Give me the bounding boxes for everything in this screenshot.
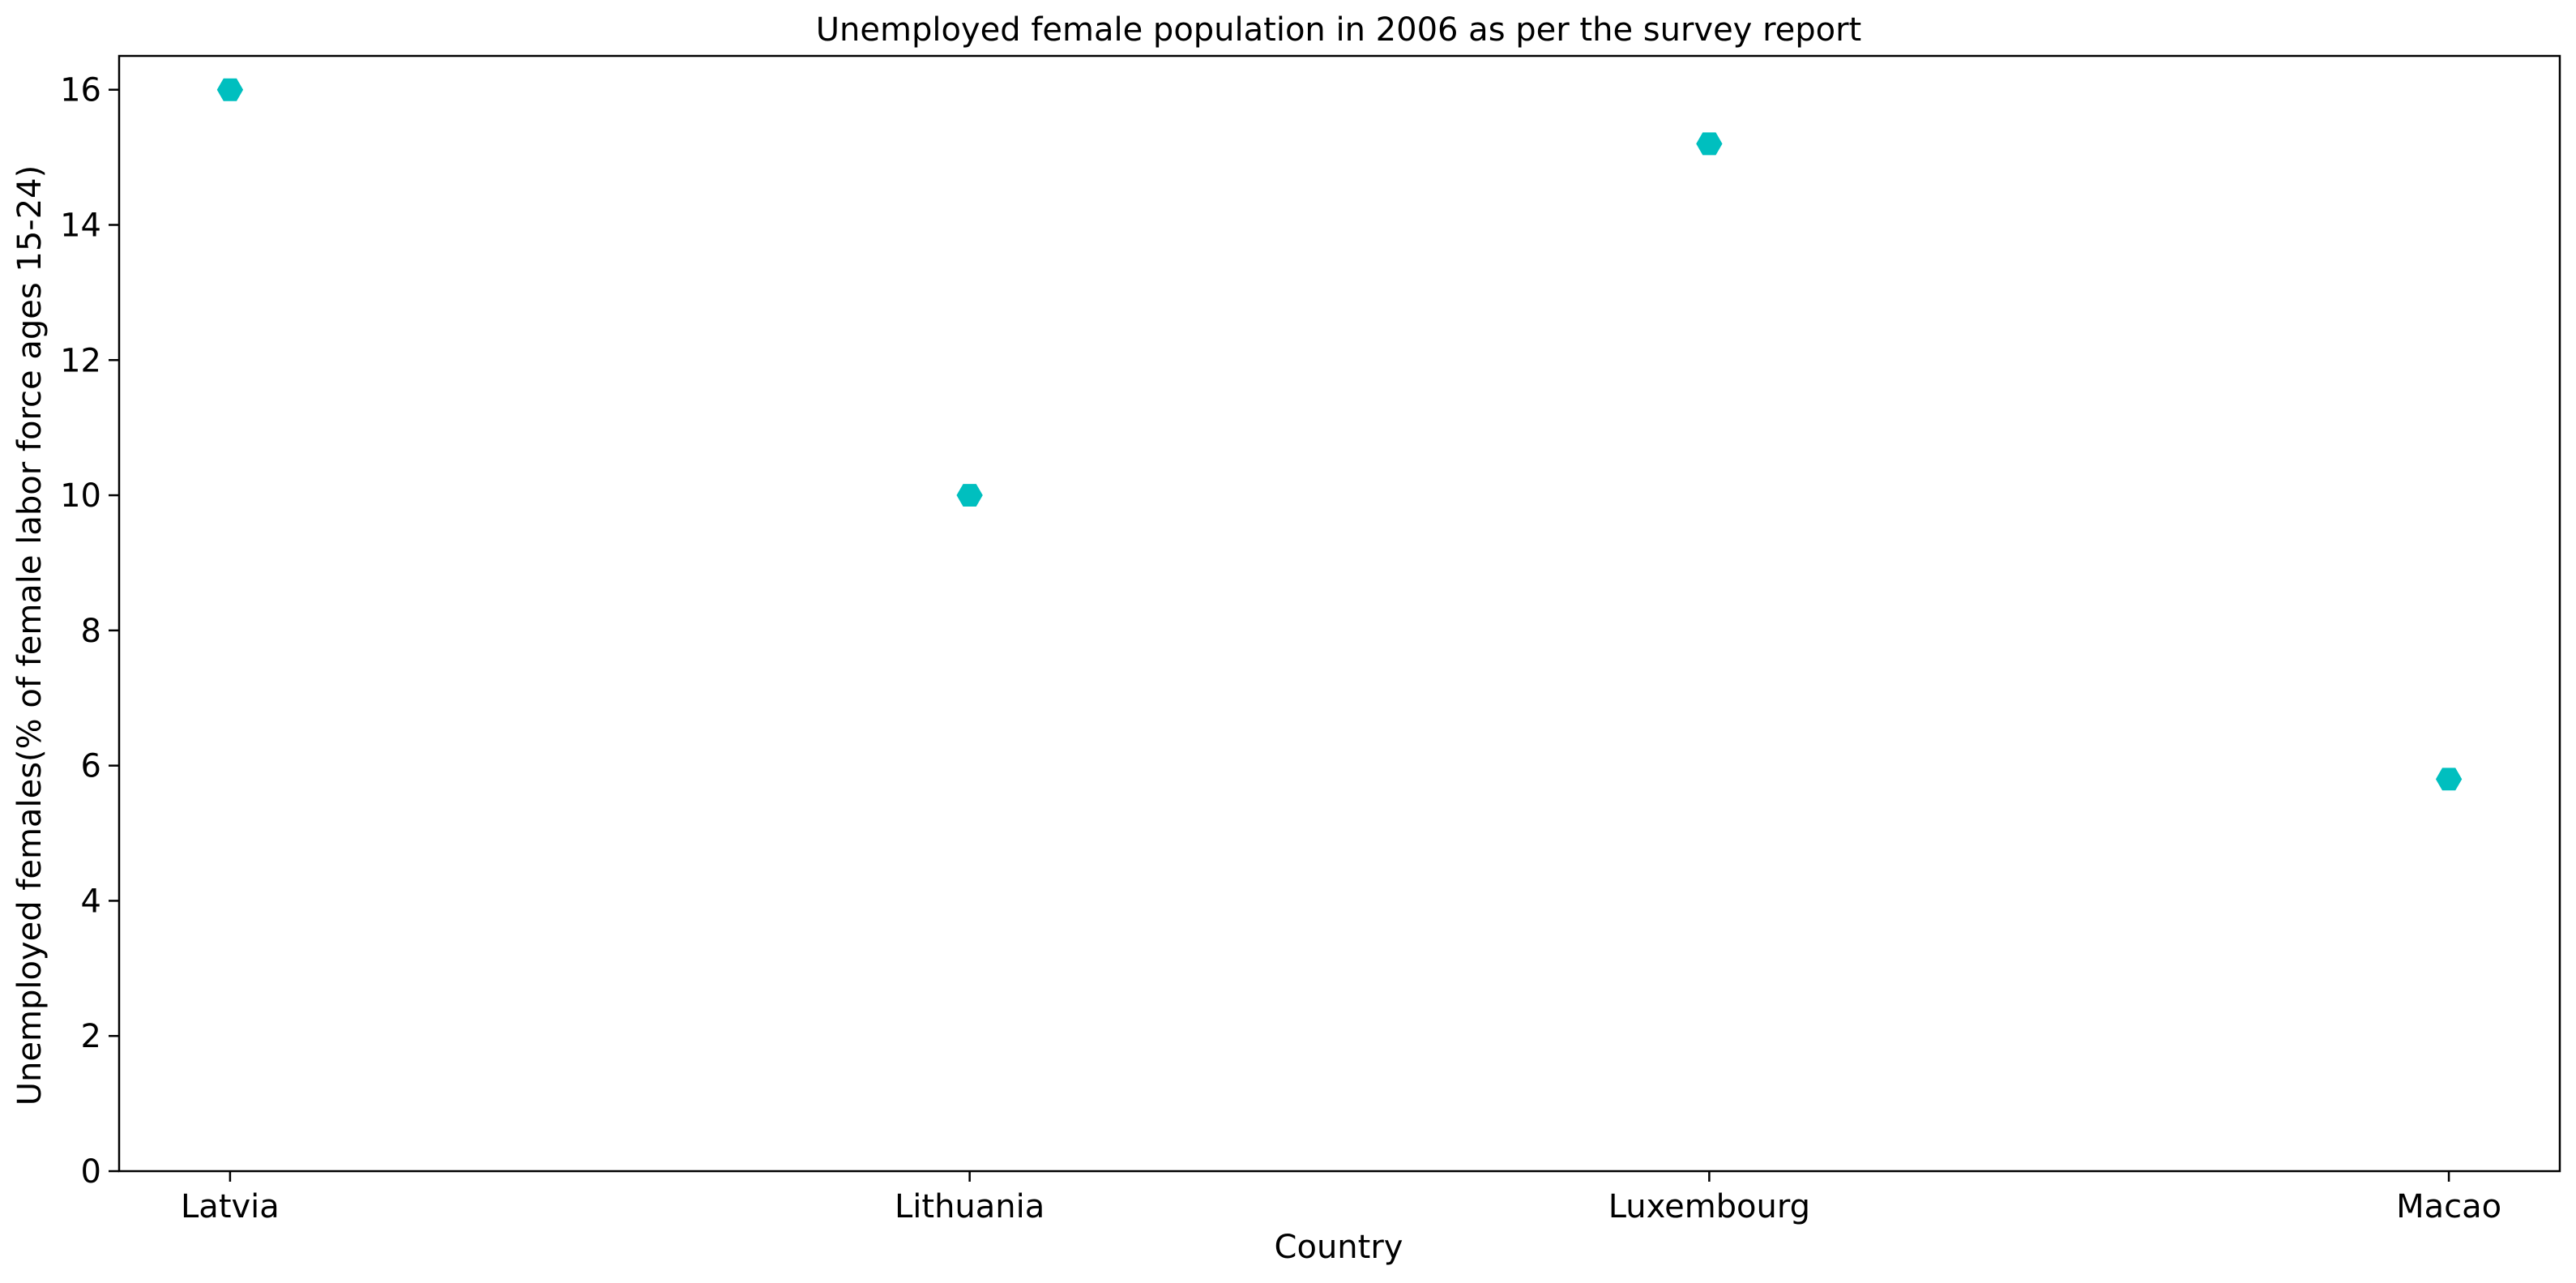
data-point-lithuania (956, 484, 983, 507)
y-tick-label: 16 (60, 72, 101, 109)
x-tick-label-lithuania: Lithuania (895, 1188, 1044, 1225)
y-tick-label: 0 (81, 1153, 101, 1191)
y-tick-label: 10 (60, 477, 101, 515)
y-tick-label: 4 (81, 883, 101, 920)
data-points (216, 78, 2463, 791)
y-tick-label: 6 (81, 748, 101, 785)
plot-area-frame (117, 54, 2561, 1173)
y-tick-label: 2 (81, 1018, 101, 1055)
x-axis-label: Country (1275, 1229, 1403, 1266)
y-tick-label: 12 (60, 342, 101, 379)
y-axis-ticks: 0 2 4 6 8 10 12 14 16 (60, 72, 119, 1191)
data-point-macao (2435, 768, 2463, 791)
chart-title: Unemployed female population in 2006 as … (816, 11, 1862, 49)
x-tick-label-latvia: Latvia (181, 1188, 280, 1225)
y-axis-label: Unemployed females(% of female labor for… (11, 165, 49, 1106)
data-point-latvia (216, 78, 244, 101)
x-axis-ticks: Latvia Lithuania Luxembourg Macao (181, 1171, 2501, 1225)
x-tick-label-luxembourg: Luxembourg (1608, 1188, 1810, 1225)
x-tick-label-macao: Macao (2396, 1188, 2501, 1225)
y-tick-label: 8 (81, 613, 101, 650)
data-point-luxembourg (1696, 132, 1723, 156)
y-tick-label: 14 (60, 207, 101, 244)
